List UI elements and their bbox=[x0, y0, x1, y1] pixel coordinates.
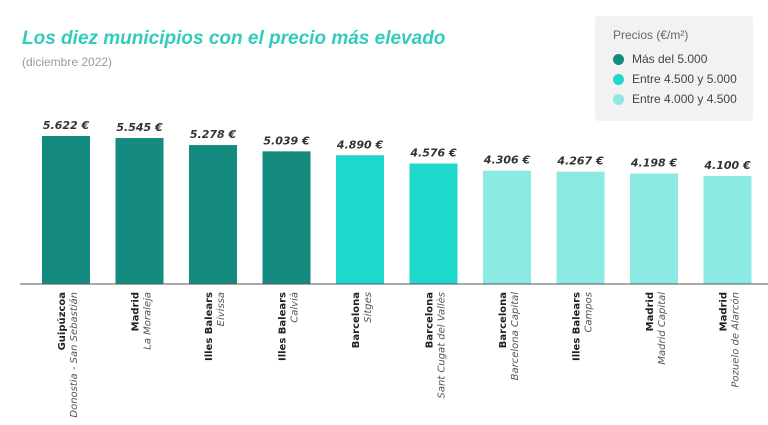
category-municipality-0: Donostia - San Sebastián bbox=[68, 292, 80, 418]
category-province-1: Madrid bbox=[131, 292, 142, 331]
category-municipality-5: Sant Cugat del Vallès bbox=[436, 292, 448, 399]
chart-subtitle: (diciembre 2022) bbox=[22, 55, 113, 69]
bar-2 bbox=[189, 145, 237, 284]
category-municipality-6: Barcelona Capital bbox=[510, 292, 521, 381]
category-municipality-8: Madrid Capital bbox=[657, 292, 668, 365]
category-province-5: Barcelona bbox=[425, 292, 436, 348]
bar-value-label-4: 4.890 € bbox=[336, 138, 384, 151]
category-municipality-4: Sitges bbox=[363, 292, 374, 323]
bar-value-label-9: 4.100 € bbox=[703, 159, 751, 172]
legend-item-high: Más del 5.000 bbox=[613, 52, 707, 66]
bar-value-label-8: 4.198 € bbox=[630, 156, 678, 169]
bar-value-label-0: 5.622 € bbox=[43, 119, 90, 132]
legend-label-mid: Entre 4.500 y 5.000 bbox=[632, 72, 737, 86]
category-municipality-3: Calvià bbox=[289, 292, 301, 323]
category-province-4: Barcelona bbox=[351, 292, 362, 348]
category-province-2: Illes Balears bbox=[204, 292, 215, 361]
bar-3 bbox=[262, 151, 311, 284]
category-province-9: Madrid bbox=[719, 292, 730, 331]
category-municipality-1: La Moraleja bbox=[143, 292, 154, 350]
legend-title: Precios (€/m²) bbox=[613, 28, 689, 42]
bar-7 bbox=[556, 171, 605, 284]
bar-value-label-6: 4.306 € bbox=[483, 154, 531, 167]
category-province-8: Madrid bbox=[645, 292, 656, 331]
bar-6 bbox=[483, 170, 531, 284]
legend-swatch-mid bbox=[613, 73, 624, 85]
bar-value-label-7: 4.267 € bbox=[556, 155, 604, 168]
bar-value-label-5: 4.576 € bbox=[409, 147, 457, 160]
legend-swatch-high bbox=[613, 53, 624, 65]
bar-value-label-2: 5.278 € bbox=[190, 128, 237, 141]
category-municipality-2: Eivissa bbox=[216, 292, 227, 326]
bar-8 bbox=[630, 173, 678, 284]
category-municipality-7: Campos bbox=[584, 292, 595, 333]
bar-1 bbox=[115, 138, 164, 284]
legend-swatch-low bbox=[613, 93, 624, 105]
category-province-6: Barcelona bbox=[498, 292, 509, 348]
bar-value-label-1: 5.545 € bbox=[116, 121, 163, 134]
legend-label-high: Más del 5.000 bbox=[632, 52, 708, 66]
category-province-7: Illes Balears bbox=[572, 292, 583, 361]
bar-9 bbox=[703, 176, 752, 284]
bar-4 bbox=[336, 155, 384, 284]
legend-item-low: Entre 4.000 y 4.500 bbox=[613, 92, 737, 106]
bar-value-label-3: 5.039 € bbox=[263, 134, 310, 147]
legend-label-low: Entre 4.000 y 4.500 bbox=[632, 92, 737, 106]
category-municipality-9: Pozuelo de Alarcón bbox=[730, 292, 742, 387]
category-province-3: Illes Balears bbox=[278, 292, 289, 361]
chart-title: Los diez municipios con el precio más el… bbox=[22, 28, 446, 49]
legend-item-mid: Entre 4.500 y 5.000 bbox=[613, 72, 737, 86]
category-province-0: Guipúzcoa bbox=[56, 292, 68, 350]
bars-group: 5.622 € Guipúzcoa Donostia - San Sebastián… bbox=[42, 119, 752, 418]
bar-0 bbox=[42, 136, 90, 284]
bar-5 bbox=[409, 163, 458, 284]
legend: Precios (€/m²) Más del 5.000 Entre 4.500… bbox=[595, 16, 753, 121]
